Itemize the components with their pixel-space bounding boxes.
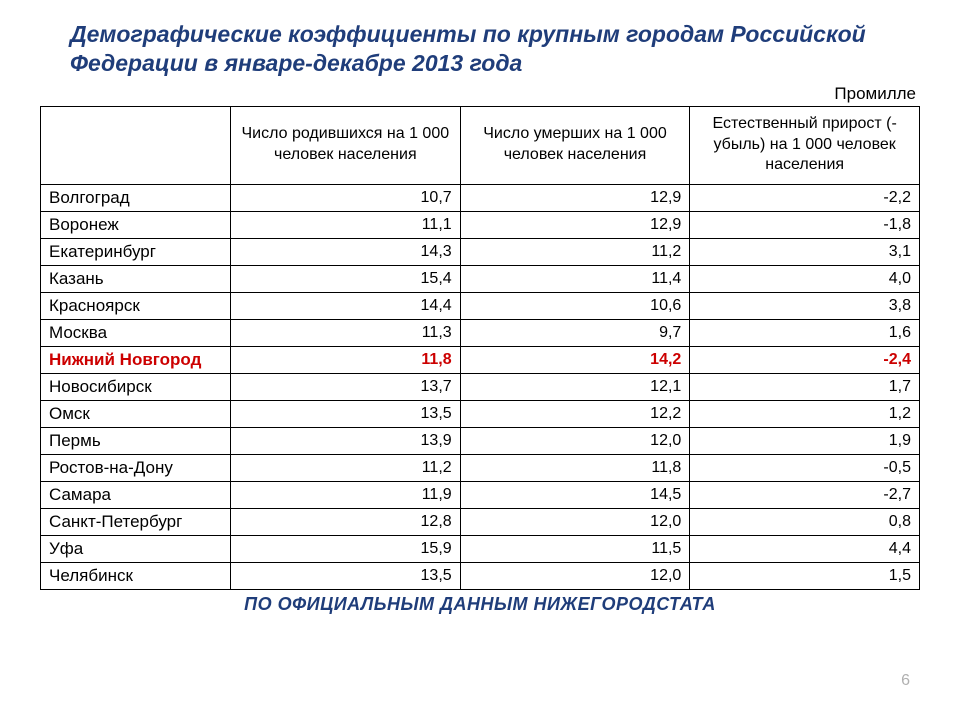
cell-value: 11,9 <box>231 481 461 508</box>
cell-value: 11,3 <box>231 319 461 346</box>
cell-city: Красноярск <box>41 292 231 319</box>
cell-city: Самара <box>41 481 231 508</box>
cell-value: 12,9 <box>460 211 690 238</box>
cell-value: 11,8 <box>231 346 461 373</box>
cell-value: 12,8 <box>231 508 461 535</box>
cell-city: Волгоград <box>41 184 231 211</box>
table-row: Пермь13,912,01,9 <box>41 427 920 454</box>
unit-label: Промилле <box>40 84 920 104</box>
cell-city: Челябинск <box>41 562 231 589</box>
cell-value: 13,9 <box>231 427 461 454</box>
cell-value: 15,4 <box>231 265 461 292</box>
cell-value: 13,5 <box>231 400 461 427</box>
table-body: Волгоград10,712,9-2,2Воронеж11,112,9-1,8… <box>41 184 920 589</box>
cell-value: 11,1 <box>231 211 461 238</box>
cell-city: Новосибирск <box>41 373 231 400</box>
page-title: Демографические коэффициенты по крупным … <box>40 20 920 78</box>
cell-value: 14,5 <box>460 481 690 508</box>
table-row: Воронеж11,112,9-1,8 <box>41 211 920 238</box>
cell-value: 11,2 <box>231 454 461 481</box>
cell-value: 14,3 <box>231 238 461 265</box>
cell-city: Ростов-на-Дону <box>41 454 231 481</box>
cell-value: 12,9 <box>460 184 690 211</box>
cell-value: 13,5 <box>231 562 461 589</box>
cell-value: 14,2 <box>460 346 690 373</box>
cell-value: 10,7 <box>231 184 461 211</box>
table-row: Казань15,411,44,0 <box>41 265 920 292</box>
table-row: Омск13,512,21,2 <box>41 400 920 427</box>
col-header-deaths: Число умерших на 1 000 человек населения <box>460 106 690 184</box>
cell-value: 14,4 <box>231 292 461 319</box>
cell-value: 15,9 <box>231 535 461 562</box>
table-row: Москва11,39,71,6 <box>41 319 920 346</box>
page-number: 6 <box>901 672 910 690</box>
cell-value: 12,0 <box>460 508 690 535</box>
cell-value: -1,8 <box>690 211 920 238</box>
cell-value: 10,6 <box>460 292 690 319</box>
table-row: Нижний Новгород11,814,2-2,4 <box>41 346 920 373</box>
cell-value: 9,7 <box>460 319 690 346</box>
demographics-table: Число родившихся на 1 000 человек населе… <box>40 106 920 590</box>
cell-value: 4,0 <box>690 265 920 292</box>
cell-value: 3,8 <box>690 292 920 319</box>
table-row: Челябинск13,512,01,5 <box>41 562 920 589</box>
col-header-growth: Естественный прирост (- убыль) на 1 000 … <box>690 106 920 184</box>
cell-value: 1,2 <box>690 400 920 427</box>
cell-value: -2,4 <box>690 346 920 373</box>
cell-value: 13,7 <box>231 373 461 400</box>
table-header-row: Число родившихся на 1 000 человек населе… <box>41 106 920 184</box>
cell-city: Омск <box>41 400 231 427</box>
table-row: Волгоград10,712,9-2,2 <box>41 184 920 211</box>
cell-value: 11,4 <box>460 265 690 292</box>
table-row: Красноярск14,410,63,8 <box>41 292 920 319</box>
col-header-city <box>41 106 231 184</box>
cell-value: 12,0 <box>460 562 690 589</box>
cell-city: Нижний Новгород <box>41 346 231 373</box>
cell-city: Уфа <box>41 535 231 562</box>
cell-value: 1,9 <box>690 427 920 454</box>
table-row: Новосибирск13,712,11,7 <box>41 373 920 400</box>
cell-value: -2,2 <box>690 184 920 211</box>
cell-value: 4,4 <box>690 535 920 562</box>
cell-value: 1,7 <box>690 373 920 400</box>
table-row: Екатеринбург14,311,23,1 <box>41 238 920 265</box>
cell-value: 11,2 <box>460 238 690 265</box>
cell-city: Пермь <box>41 427 231 454</box>
cell-city: Санкт-Петербург <box>41 508 231 535</box>
cell-value: 12,2 <box>460 400 690 427</box>
cell-value: 12,1 <box>460 373 690 400</box>
cell-value: 11,8 <box>460 454 690 481</box>
table-row: Уфа15,911,54,4 <box>41 535 920 562</box>
cell-value: 12,0 <box>460 427 690 454</box>
table-row: Санкт-Петербург12,812,00,8 <box>41 508 920 535</box>
cell-value: 1,5 <box>690 562 920 589</box>
col-header-births: Число родившихся на 1 000 человек населе… <box>231 106 461 184</box>
cell-value: 1,6 <box>690 319 920 346</box>
footer-source: ПО ОФИЦИАЛЬНЫМ ДАННЫМ НИЖЕГОРОДСТАТА <box>40 594 920 615</box>
table-row: Ростов-на-Дону11,211,8-0,5 <box>41 454 920 481</box>
cell-value: 11,5 <box>460 535 690 562</box>
cell-city: Екатеринбург <box>41 238 231 265</box>
cell-value: 0,8 <box>690 508 920 535</box>
cell-value: -0,5 <box>690 454 920 481</box>
cell-value: 3,1 <box>690 238 920 265</box>
cell-value: -2,7 <box>690 481 920 508</box>
table-row: Самара11,914,5-2,7 <box>41 481 920 508</box>
cell-city: Воронеж <box>41 211 231 238</box>
cell-city: Москва <box>41 319 231 346</box>
cell-city: Казань <box>41 265 231 292</box>
